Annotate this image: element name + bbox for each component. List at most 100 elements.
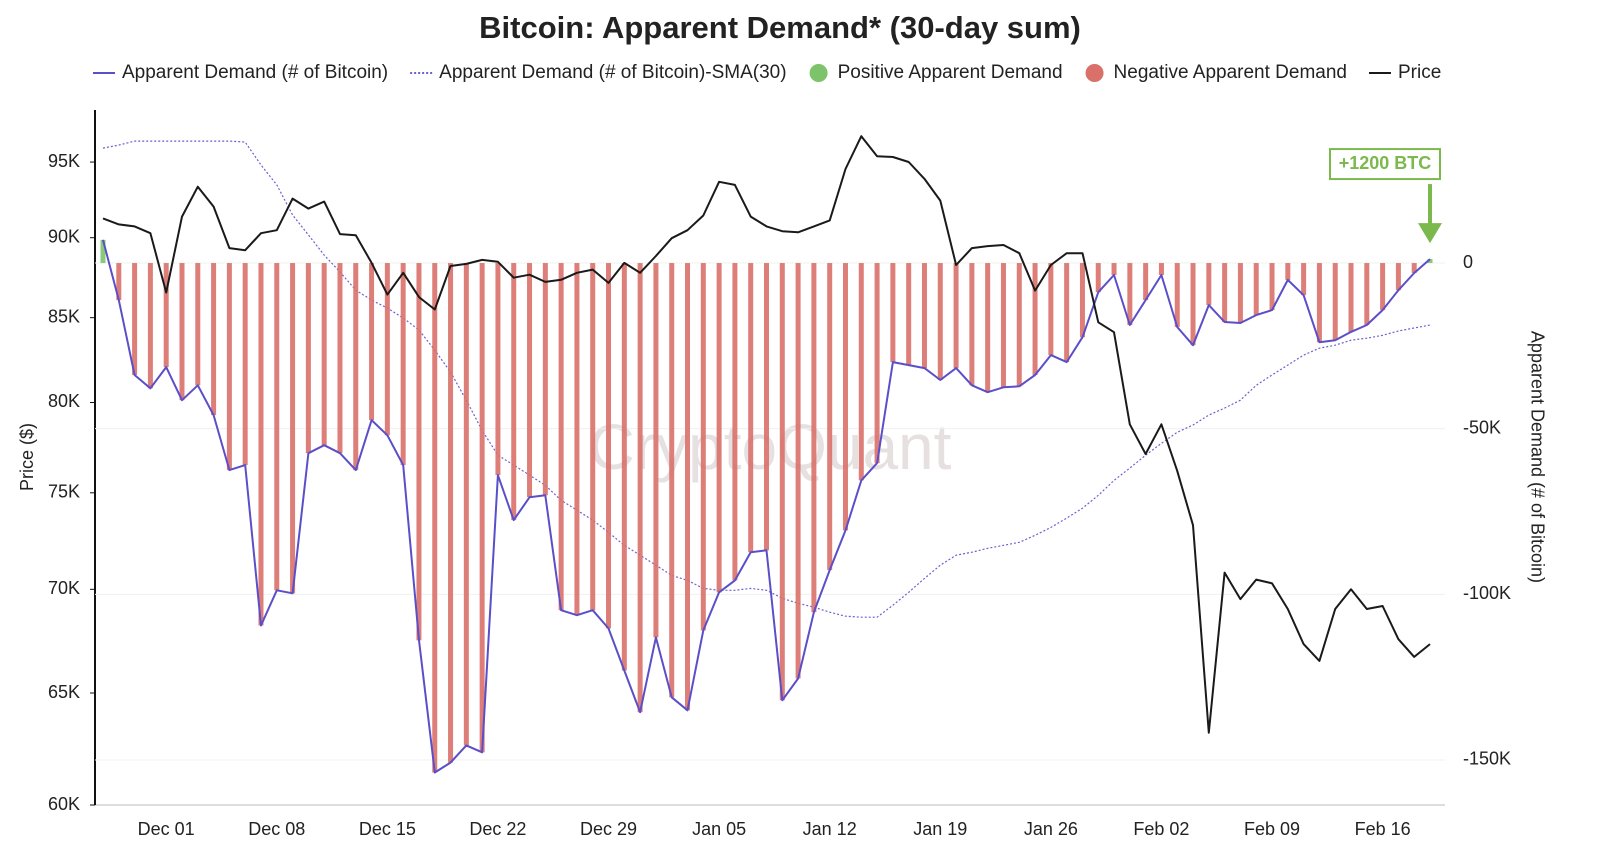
demand-bar [1364,263,1370,325]
demand-bar [1032,263,1038,376]
demand-bar [953,263,959,369]
demand-bar [1158,263,1164,275]
demand-bar [827,263,833,571]
demand-bar [1206,263,1212,306]
demand-bar [874,263,880,464]
watermark: CryptoQuant [589,411,952,483]
demand-bar [653,263,659,638]
legend-label: Apparent Demand (# of Bitcoin)-SMA(30) [439,62,786,83]
demand-bar [1111,263,1117,275]
demand-bar [764,263,769,551]
demand-bar [779,263,785,701]
demand-bar [1048,263,1054,356]
demand-bar [621,263,627,671]
demand-bar [716,263,722,593]
demand-bar [211,263,217,416]
x-tick-label: Jan 19 [913,819,967,839]
demand-bar [1427,259,1433,264]
demand-bar [1253,263,1259,316]
demand-bar [732,263,738,581]
demand-bar [337,263,343,454]
demand-bar [1411,263,1417,273]
x-tick-label: Feb 02 [1133,819,1189,839]
demand-bar [921,263,927,369]
y-axis-title: Price ($) [17,423,37,491]
annotation-box [1329,148,1441,181]
demand-bar [685,263,691,711]
demand-bar [479,263,485,753]
demand-bar [1395,263,1401,291]
demand-bar [511,263,517,521]
legend-label: Price [1398,62,1441,83]
demand-bar [100,239,106,264]
demand-bar [811,263,817,613]
demand-bar [290,263,296,594]
demand-bar [1127,263,1133,325]
y2-tick-label: 0 [1463,252,1473,272]
demand-bar [132,263,138,376]
demand-bar [147,263,153,389]
series-line [102,140,1431,618]
demand-bar [1332,263,1338,341]
demand-bar [274,263,280,591]
legend-label: Negative Apparent Demand [1114,62,1347,83]
chart-title: Bitcoin: Apparent Demand* (30-day sum) [479,10,1081,45]
y2-axis-title: Apparent Demand (# of Bitcoin) [1527,331,1547,583]
demand-bar [400,263,406,466]
demand-bar [258,263,264,626]
y2-tick-label: -50K [1463,417,1501,437]
demand-bar [700,263,706,631]
demand-bar [242,263,248,466]
demand-bar [495,263,501,476]
annotation-label: +1200 BTC [1339,153,1432,173]
y-tick-label: 70K [48,578,80,598]
demand-bar [1095,263,1101,293]
demand-bar [937,263,943,380]
demand-bar [590,263,596,611]
annotation-arrowhead [1418,223,1442,244]
demand-bar [116,263,122,301]
demand-bar [1064,263,1070,363]
y2-tick-label: -100K [1463,583,1511,603]
demand-bar [858,263,864,481]
x-tick-label: Dec 22 [469,819,526,839]
demand-bar [985,263,991,393]
demand-bar [416,263,422,641]
x-tick-label: Dec 29 [580,819,637,839]
demand-bar [432,263,438,773]
demand-bar [369,263,375,421]
x-tick-label: Jan 12 [803,819,857,839]
demand-bar [1016,263,1022,387]
legend-swatch [809,64,828,82]
y-tick-label: 65K [48,682,80,702]
legend-label: Positive Apparent Demand [838,62,1063,83]
y2-tick-label: -150K [1463,749,1511,769]
demand-bar [179,263,185,401]
demand-bar [305,263,311,454]
demand-bar [842,263,848,531]
demand-bar [195,263,201,386]
demand-bar [574,263,580,616]
demand-bar [463,263,469,746]
demand-bar [353,263,359,471]
demand-bar [542,263,548,496]
demand-bar [890,263,896,363]
demand-bar [748,263,754,553]
x-tick-label: Dec 08 [248,819,305,839]
demand-bar [969,263,975,386]
demand-bar [1190,263,1196,346]
x-tick-label: Feb 16 [1355,819,1411,839]
y-tick-label: 60K [48,794,80,814]
demand-bar [527,263,533,498]
demand-bar [1348,263,1354,332]
legend-swatch [1085,64,1104,82]
demand-bar [1301,263,1307,296]
demand-bar [1000,263,1006,388]
demand-bar [906,263,912,366]
demand-bar [1316,263,1322,343]
demand-bar [558,263,564,611]
demand-bar [1222,263,1228,323]
demand-bar [669,263,675,698]
y-tick-label: 80K [48,391,80,411]
